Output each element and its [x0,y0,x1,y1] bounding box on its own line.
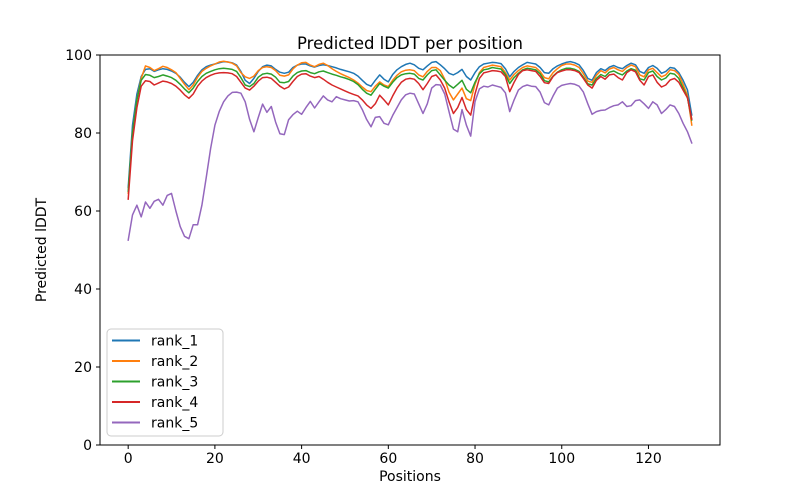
x-tick-label: 40 [293,451,311,467]
legend-box [106,328,224,437]
y-tick-label: 60 [74,204,92,220]
series-line-rank_3 [127,66,693,193]
series-line-rank_5 [127,82,693,242]
series-line-rank_2 [127,60,693,195]
legend-label-rank_3: rank_3 [151,375,198,391]
y-tick-label: 100 [65,48,92,64]
x-tick-label: 100 [548,451,575,467]
series-lines [127,60,693,242]
plot-border [99,54,721,446]
y-axis-label: Predicted lDDT [34,197,50,302]
x-tick-label: 0 [124,451,133,467]
legend-label-rank_4: rank_4 [151,395,198,411]
legend-label-rank_1: rank_1 [151,334,198,350]
y-tick-label: 0 [83,438,92,454]
legend-label-rank_2: rank_2 [151,354,198,370]
series-line-rank_1 [127,60,693,189]
legend-label-rank_5: rank_5 [151,416,198,432]
y-tick-label: 40 [74,282,92,298]
series-line-rank_4 [127,69,693,201]
x-tick-label: 20 [206,451,224,467]
x-tick-label: 120 [635,451,662,467]
chart-title: Predicted lDDT per position [297,34,523,53]
x-axis-ticks: 0 20 40 60 80 100 120 [124,445,662,467]
x-tick-label: 60 [379,451,397,467]
y-axis-ticks: 0 20 40 60 80 100 [65,48,100,454]
legend: rank_1 rank_2 rank_3 rank_4 rank_5 [106,328,224,437]
y-tick-label: 20 [74,360,92,376]
x-axis-label: Positions [379,469,441,485]
x-tick-label: 80 [466,451,484,467]
y-tick-label: 80 [74,126,92,142]
